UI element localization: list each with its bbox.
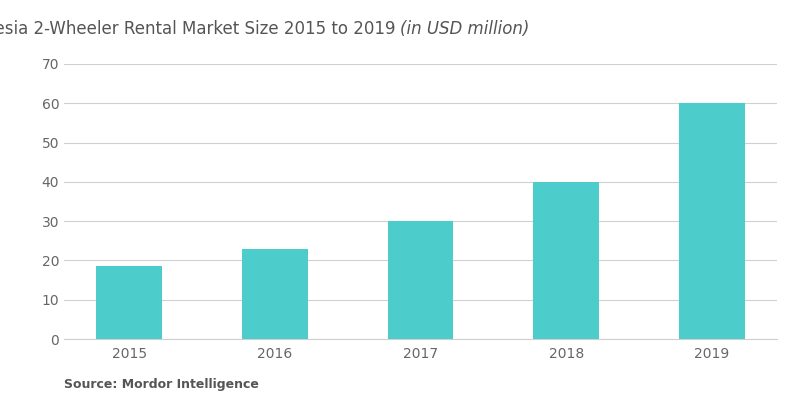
Bar bbox=[679, 103, 745, 339]
Text: (in USD million): (in USD million) bbox=[400, 20, 530, 38]
Bar bbox=[242, 249, 308, 339]
Bar bbox=[388, 221, 453, 339]
Text: Indonesia 2-Wheeler Rental Market Size 2015 to 2019: Indonesia 2-Wheeler Rental Market Size 2… bbox=[0, 20, 400, 38]
Bar bbox=[96, 267, 162, 339]
Text: Source: Mordor Intelligence: Source: Mordor Intelligence bbox=[64, 378, 259, 391]
Bar bbox=[533, 182, 599, 339]
